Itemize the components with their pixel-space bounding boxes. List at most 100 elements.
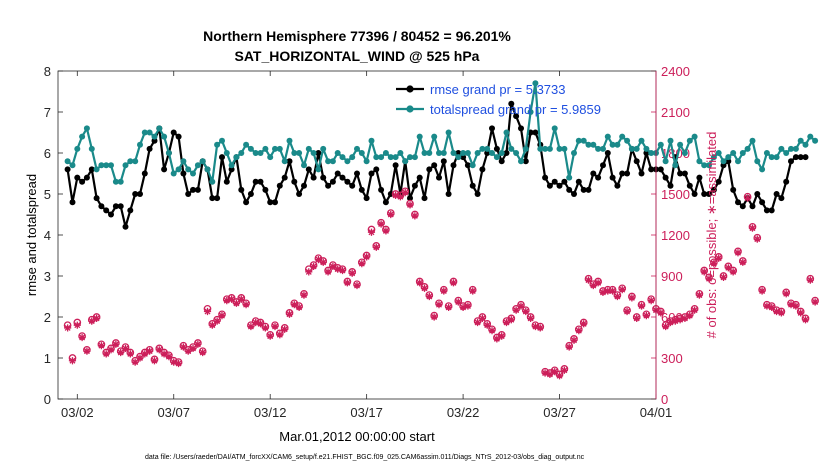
data-point [170, 129, 177, 136]
data-point [161, 133, 168, 140]
data-point [310, 174, 317, 181]
data-point [262, 145, 269, 152]
data-point [493, 154, 500, 161]
obs-assimilated-marker [179, 343, 187, 351]
data-point [122, 223, 129, 230]
data-point [358, 186, 365, 193]
obs-assimilated-marker [377, 220, 385, 228]
obs-assimilated-marker [594, 279, 602, 287]
data-point [378, 186, 385, 193]
data-point [788, 158, 794, 165]
obs-assimilated-marker [208, 321, 216, 329]
data-point [706, 191, 712, 197]
y-right-tick-label: 2400 [661, 64, 690, 79]
obs-assimilated-marker [141, 350, 149, 358]
data-point [252, 150, 259, 156]
x-axis-ticks: 03/02 03/07 03/12 03/17 03/22 03/27 04/01 [61, 71, 672, 420]
data-point [416, 133, 423, 140]
data-point [503, 150, 510, 156]
obs-assimilated-marker [160, 350, 168, 358]
x-tick-label: 03/07 [157, 405, 190, 420]
obs-assimilated-marker [440, 287, 448, 295]
data-point [445, 129, 452, 136]
data-point [257, 178, 264, 185]
data-point [450, 162, 457, 169]
obs-assimilated-marker [777, 309, 785, 317]
obs-assimilated-marker [628, 294, 636, 302]
obs-assimilated-marker [136, 354, 144, 362]
data-point [276, 182, 283, 189]
obs-assimilated-marker [213, 317, 221, 325]
data-point [725, 154, 732, 161]
obs-assimilated-marker [324, 268, 332, 276]
obs-assimilated-marker [729, 268, 737, 276]
data-point [127, 207, 134, 214]
series-obs-assimilated [64, 189, 819, 380]
data-point [141, 129, 148, 136]
obs-assimilated-marker [473, 318, 482, 327]
data-point [83, 125, 90, 132]
data-point [464, 162, 471, 169]
obs-assimilated-marker [666, 318, 675, 327]
data-point [219, 137, 225, 144]
data-point [436, 174, 442, 181]
x-tick-label: 03/12 [254, 405, 287, 420]
y-right-tick-label: 0 [661, 392, 668, 407]
obs-assimilated-marker [189, 344, 197, 353]
obs-assimilated-marker [165, 353, 173, 361]
data-point [532, 80, 539, 87]
data-point [546, 145, 553, 152]
data-point [749, 203, 756, 210]
data-point [686, 182, 693, 189]
data-point [252, 178, 259, 185]
obs-assimilated-marker [608, 287, 617, 295]
data-point [542, 145, 549, 152]
data-point [768, 207, 775, 214]
obs-assimilated-marker [387, 210, 395, 219]
legend-spread-label: totalspread grand pr = 5.9859 [430, 102, 601, 117]
data-point [807, 133, 814, 140]
data-point [604, 133, 611, 140]
y-left-tick-label: 7 [44, 105, 51, 120]
obs-assimilated-marker [719, 273, 728, 281]
data-point [185, 166, 192, 173]
data-point [489, 150, 495, 156]
obs-assimilated-marker [531, 322, 540, 331]
obs-assimilated-marker [146, 347, 154, 355]
obs-assimilated-marker [449, 279, 458, 287]
data-point [498, 158, 505, 165]
data-point [759, 166, 766, 173]
data-point [551, 125, 558, 132]
data-point [426, 150, 433, 156]
obs-assimilated-marker [811, 298, 819, 306]
data-point [411, 182, 418, 189]
data-point [305, 145, 312, 152]
data-point [272, 145, 278, 152]
obs-assimilated-marker [435, 301, 443, 309]
data-point [325, 158, 332, 165]
data-point [522, 158, 529, 165]
data-point [69, 199, 76, 206]
data-point [566, 174, 573, 181]
data-point [247, 145, 254, 152]
obs-assimilated-marker [425, 292, 433, 301]
data-point [701, 191, 708, 197]
obs-assimilated-marker [68, 357, 77, 365]
data-point [638, 170, 645, 177]
obs-assimilated-marker [599, 288, 607, 296]
data-point [778, 195, 785, 202]
obs-assimilated-marker [64, 324, 72, 332]
obs-assimilated-marker [748, 224, 757, 232]
data-point [763, 207, 770, 214]
data-point [715, 150, 722, 156]
obs-assimilated-marker [117, 348, 125, 357]
data-point [431, 133, 438, 140]
obs-assimilated-marker [126, 350, 134, 358]
data-point [744, 145, 751, 152]
obs-assimilated-marker [580, 320, 588, 328]
obs-assimilated-marker [285, 310, 294, 318]
obs-assimilated-marker [570, 336, 578, 344]
data-point [103, 207, 110, 214]
data-point [628, 145, 635, 152]
